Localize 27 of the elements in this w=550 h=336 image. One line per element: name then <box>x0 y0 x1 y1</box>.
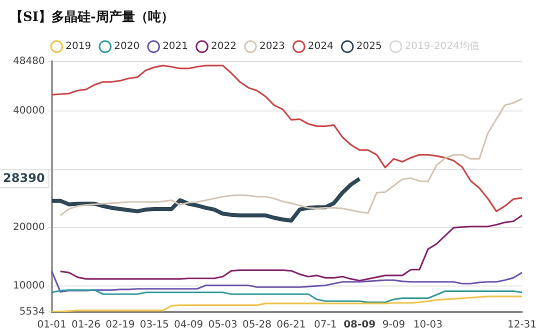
x-tick-label: 03-15 <box>140 320 169 331</box>
text: 28390 <box>3 170 45 185</box>
x-tick-label: 05-28 <box>242 320 272 331</box>
x-tick-label: 12-31 <box>507 320 537 331</box>
x-tick-label: 06-21 <box>276 320 306 331</box>
x-tick-label: 08-09 <box>344 320 376 331</box>
y-tick-label: 10000 <box>13 280 45 292</box>
legend-label: 2024 <box>308 41 334 52</box>
x-tick-label: 05-03 <box>208 320 238 331</box>
x-tick-label: 02-19 <box>106 320 135 331</box>
y-tick-label: 20000 <box>13 222 45 234</box>
x-tick-label: 01-26 <box>71 320 101 331</box>
legend-label: 2020 <box>114 41 140 52</box>
legend-label: 2022 <box>211 41 236 52</box>
y-tick-label: 40000 <box>13 106 45 117</box>
x-tick-label: 10-03 <box>413 320 442 331</box>
legend-label: 2023 <box>259 41 285 52</box>
x-tick-label: 04-09 <box>174 320 204 331</box>
y-tick-label: 5534 <box>19 306 45 318</box>
x-tick-label: 01-01 <box>37 320 66 331</box>
legend-label: 2021 <box>162 41 188 52</box>
legend-label: 2025 <box>356 41 382 52</box>
legend-label: 2019 <box>66 41 92 52</box>
y-tick-label: 48480 <box>13 56 45 68</box>
chart-title: 【SI】多晶硅-周产量（吨） <box>10 9 174 26</box>
x-tick-label: 9-09 <box>382 320 406 331</box>
x-tick-label: 07-1 <box>314 320 337 331</box>
